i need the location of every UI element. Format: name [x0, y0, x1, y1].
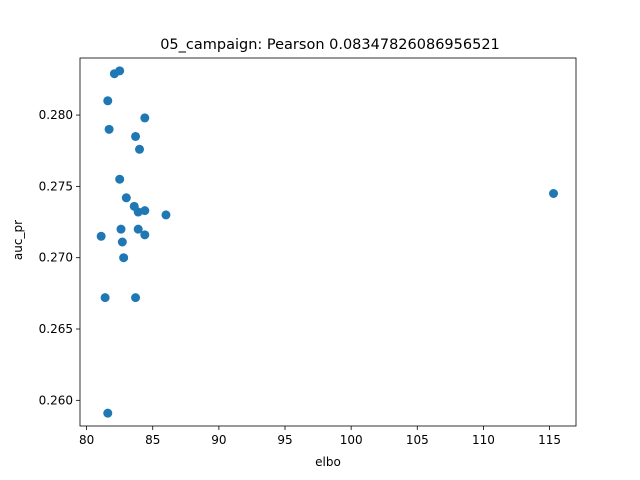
data-point [549, 189, 559, 199]
x-tick-label: 85 [145, 433, 160, 447]
data-point [161, 210, 171, 220]
data-point [135, 144, 145, 154]
data-point [131, 293, 141, 303]
data-point [116, 224, 126, 234]
y-tick-label: 0.260 [39, 393, 73, 407]
data-point [119, 253, 129, 263]
x-tick-label: 115 [538, 433, 561, 447]
data-point [100, 293, 110, 303]
x-tick-label: 90 [211, 433, 226, 447]
data-point [115, 174, 125, 184]
x-tick-label: 100 [340, 433, 363, 447]
data-point [96, 231, 106, 241]
data-point [140, 206, 150, 216]
x-axis-label: elbo [315, 455, 341, 469]
data-point [131, 131, 141, 141]
y-tick-label: 0.270 [39, 251, 73, 265]
chart-title: 05_campaign: Pearson 0.08347826086956521 [160, 37, 500, 53]
data-point [140, 113, 150, 123]
y-tick-label: 0.265 [39, 322, 73, 336]
axes-frame [79, 57, 577, 427]
y-tick-label: 0.275 [39, 179, 73, 193]
data-point [104, 124, 114, 134]
x-tick-label: 105 [406, 433, 429, 447]
y-axis-label: auc_pr [11, 220, 25, 260]
x-tick-label: 110 [472, 433, 495, 447]
data-point [117, 237, 127, 247]
x-tick-label: 80 [79, 433, 94, 447]
data-point [115, 66, 125, 76]
data-point [103, 96, 113, 106]
y-tick-label: 0.280 [39, 108, 73, 122]
data-point [133, 224, 143, 234]
data-point [103, 408, 113, 418]
data-point [121, 193, 131, 203]
x-tick-label: 95 [277, 433, 292, 447]
data-point [140, 230, 150, 240]
plot-area: 80 85 90 95 100 105 110 115 0.260 0.265 0.270 0.275… [39, 57, 577, 447]
